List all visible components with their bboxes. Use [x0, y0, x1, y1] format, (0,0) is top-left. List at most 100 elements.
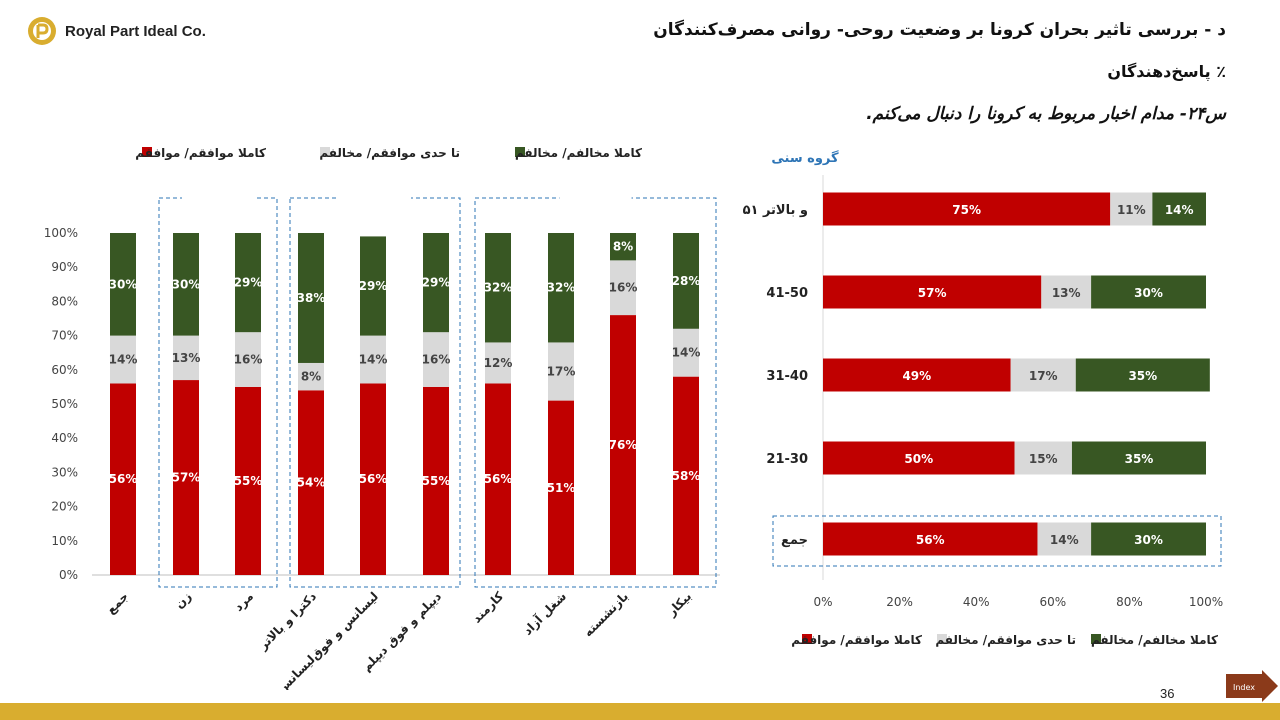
y-tick-label: 0% — [59, 568, 78, 582]
data-label: 16% — [422, 353, 451, 367]
bar-segment — [173, 335, 199, 381]
data-label: 29% — [234, 276, 263, 290]
y-tick-label: 50% — [51, 397, 78, 411]
data-label: 12% — [484, 356, 513, 370]
data-label: 76% — [609, 438, 638, 452]
data-label: 14% — [672, 346, 701, 360]
group-label-backdrop — [559, 188, 632, 208]
x-category-label: بیکار — [664, 589, 694, 619]
data-label: 29% — [359, 279, 388, 293]
bar-segment — [360, 335, 386, 384]
bar-segment — [173, 233, 199, 336]
right-bars: 75% 11% 14% 57% 13% 30% 49% 17% 35% 50% 15% 35% 56% 1… — [823, 192, 1210, 556]
bar-segment — [823, 358, 1011, 392]
bar-segment — [673, 328, 699, 377]
age-chart-title: گروه سنی — [771, 150, 839, 166]
bar-segment — [673, 233, 699, 329]
bar-segment — [110, 383, 136, 575]
data-label: 57% — [172, 471, 201, 485]
x-category-label: شغل آزاد — [520, 589, 569, 638]
data-label: 16% — [609, 281, 638, 295]
y-tick-label: 30% — [51, 465, 78, 479]
x-category-label: کارمند — [470, 589, 507, 626]
y-category-label: 31-40 — [766, 369, 808, 384]
y-category-label: جمع — [781, 533, 808, 548]
y-tick-label: 10% — [51, 534, 78, 548]
legend-label-agree: کاملا موافقم/ موافقم — [135, 146, 266, 161]
data-label: 14% — [109, 353, 138, 367]
index-button[interactable]: Index — [1226, 670, 1278, 702]
footer-bar — [0, 703, 1280, 720]
y-tick-label: 20% — [51, 500, 78, 514]
x-tick-label: 80% — [1116, 595, 1143, 609]
bar-segment — [1037, 522, 1092, 556]
bar-segment — [1152, 192, 1206, 226]
data-label: 11% — [1117, 203, 1146, 217]
bar-segment — [610, 233, 636, 261]
left-legend: کاملا موافقم/ موافقم تا حدی موافقم/ مخال… — [135, 146, 642, 161]
bar-segment — [485, 342, 511, 384]
data-label: 30% — [109, 277, 138, 291]
data-label: 38% — [297, 291, 326, 305]
bar-segment — [298, 390, 324, 575]
bar-segment — [423, 233, 449, 333]
legend-label-agree: کاملا موافقم/ موافقم — [791, 633, 922, 648]
y-category-label: ۵۱ و بالاتر — [743, 203, 808, 218]
bar-segment — [360, 236, 386, 336]
legend-label-neutral: تا حدی موافقم/ مخالفم — [319, 146, 460, 161]
demographics-column-chart: کاملا موافقم/ موافقم تا حدی موافقم/ مخال… — [44, 146, 720, 690]
bar-segment — [823, 441, 1015, 475]
data-label: 55% — [422, 474, 451, 488]
data-label: 13% — [1052, 286, 1081, 300]
bar-segment — [235, 332, 261, 387]
bar-segment — [610, 315, 636, 575]
bar-segment — [548, 233, 574, 343]
data-label: 17% — [547, 365, 576, 379]
bar-segment — [360, 383, 386, 575]
data-label: 57% — [918, 286, 947, 300]
right-y-labels: ۵۱ و بالاتر 41-50 31-40 21-30 جمع — [743, 203, 808, 548]
x-category-label: بازنشسته — [581, 589, 631, 639]
group-label-backdrop — [339, 188, 411, 208]
data-label: 29% — [422, 276, 451, 290]
bar-segment — [235, 386, 261, 575]
index-button-label[interactable]: Index — [1233, 683, 1255, 692]
data-label: 14% — [359, 353, 388, 367]
age-group-bar-chart: گروه سنی 0% 20% 40% 60% 80% 100% 75% 11% 14% 57%… — [743, 150, 1224, 648]
x-tick-label: 20% — [886, 595, 913, 609]
y-tick-label: 80% — [51, 294, 78, 308]
group-label-backdrop — [182, 188, 254, 208]
arrow-right-icon[interactable] — [1226, 670, 1278, 702]
legend-swatch-agree — [802, 634, 812, 644]
legend-swatch-neutral — [320, 147, 330, 157]
data-label: 14% — [1050, 533, 1079, 547]
legend-swatch-disagree — [515, 147, 525, 157]
data-label: 35% — [1128, 369, 1157, 383]
bar-segment — [1091, 522, 1206, 556]
page-title: د - بررسی تاثیر بحران کرونا بر وضعیت روح… — [653, 20, 1226, 40]
bar-segment — [298, 233, 324, 363]
data-label: 56% — [484, 472, 513, 486]
x-tick-label: 40% — [963, 595, 990, 609]
y-tick-label: 90% — [51, 260, 78, 274]
data-label: 8% — [613, 240, 633, 254]
company-logo-icon — [28, 17, 56, 45]
bar-segment — [548, 400, 574, 575]
x-tick-label: 100% — [1189, 595, 1223, 609]
bar-segment — [673, 376, 699, 575]
data-label: 32% — [547, 281, 576, 295]
data-label: 15% — [1029, 452, 1058, 466]
bar-segment — [485, 233, 511, 343]
legend-label-neutral: تا حدی موافقم/ مخالفم — [935, 633, 1076, 648]
bar-segment — [823, 192, 1111, 226]
left-bars: 56% 14% 30% 57% 13% 30% 55% 16% 29% 54% 8% 38% 56% 14… — [109, 233, 701, 575]
y-tick-label: 70% — [51, 329, 78, 343]
bar-segment — [1010, 358, 1076, 392]
y-tick-label: 40% — [51, 431, 78, 445]
survey-question: س۲۴- مدام اخبار مربوط به کرونا را دنبال … — [866, 104, 1226, 124]
data-label: 58% — [672, 469, 701, 483]
bar-segment — [1075, 358, 1210, 392]
bar-segment — [1014, 441, 1072, 475]
x-category-label: زن — [172, 589, 194, 611]
data-label: 35% — [1125, 452, 1154, 466]
